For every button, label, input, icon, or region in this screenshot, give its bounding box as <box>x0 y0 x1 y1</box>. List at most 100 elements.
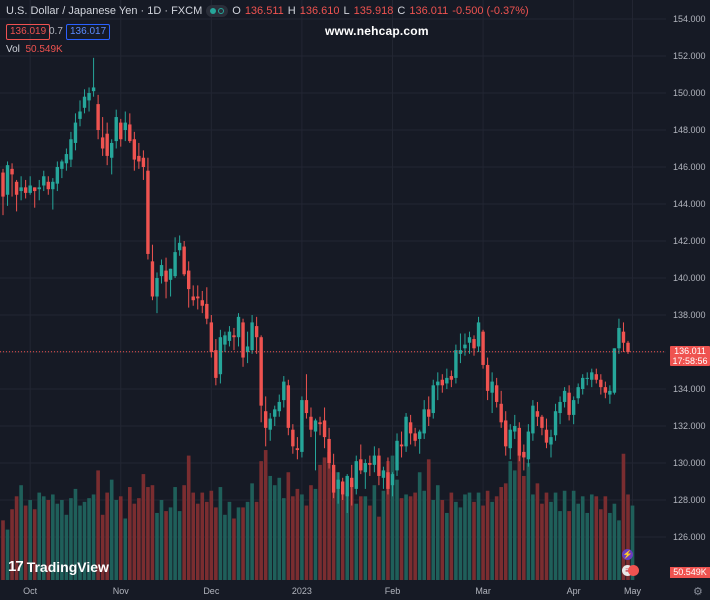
volume-bar <box>431 500 436 580</box>
candle-body <box>458 350 463 354</box>
volume-bar <box>377 516 381 580</box>
volume-bar <box>227 501 232 580</box>
gear-icon[interactable]: ⚙ <box>693 586 703 598</box>
x-tick-label: Mar <box>475 586 491 596</box>
candle-body <box>46 181 50 190</box>
candle <box>381 466 386 489</box>
candle <box>345 474 349 513</box>
volume-bar <box>621 453 626 580</box>
sell-price-button[interactable]: 136.019 <box>6 24 51 40</box>
tradingview-logo[interactable]: 17 TradingView <box>8 558 109 575</box>
candle <box>476 316 481 352</box>
candle-body <box>250 322 254 351</box>
candle-body <box>368 463 372 465</box>
y-tick-label: 130.000 <box>673 458 706 468</box>
volume-bar <box>499 487 503 580</box>
y-tick-label: 150.000 <box>673 88 706 98</box>
volume-bar <box>223 514 227 580</box>
lightning-icon[interactable]: ⚡ <box>622 549 633 560</box>
candle-body <box>340 481 345 495</box>
candle <box>340 477 345 500</box>
volume-bar <box>32 509 37 580</box>
candle-body <box>417 431 422 439</box>
volume-bar <box>28 500 32 580</box>
candle-body <box>617 327 621 349</box>
volume-bar <box>485 490 490 580</box>
candle <box>603 381 608 399</box>
volume-bar <box>168 507 173 580</box>
volume-bar <box>5 529 10 580</box>
candle <box>458 333 463 364</box>
candle <box>408 414 413 445</box>
candle-body <box>395 440 399 471</box>
candle-body <box>381 470 386 478</box>
candle-body <box>626 342 630 352</box>
candle-body <box>427 409 431 417</box>
volume-bar <box>594 496 599 580</box>
candle <box>5 161 10 206</box>
volume-bar <box>78 505 82 580</box>
candle-body <box>621 331 626 343</box>
buy-price-button[interactable]: 136.017 <box>66 24 111 40</box>
volume-bar <box>395 479 399 580</box>
candle-body <box>291 429 295 447</box>
candle-body <box>196 296 200 299</box>
candle <box>599 374 603 395</box>
candle-body <box>567 392 571 415</box>
candle <box>263 396 268 447</box>
market-status[interactable] <box>206 5 229 17</box>
candle <box>259 335 263 423</box>
volume-bar <box>467 492 472 580</box>
volume-bar <box>490 501 494 580</box>
candle-body <box>508 429 512 449</box>
volume-bar <box>336 472 340 580</box>
candle-body <box>526 431 531 460</box>
candle <box>549 429 553 458</box>
candle-body <box>64 154 69 164</box>
candle <box>417 429 422 454</box>
candle <box>87 87 91 112</box>
volume-bar <box>571 490 576 580</box>
candles <box>0 57 666 513</box>
volume-bar <box>603 496 608 580</box>
us-flag-icon[interactable]: ≡ <box>622 565 633 576</box>
volume-bar <box>1 520 5 580</box>
candle-body <box>372 455 377 465</box>
candle-body <box>42 176 46 186</box>
candle <box>313 418 318 471</box>
candle <box>445 368 449 389</box>
candle-body <box>137 155 141 162</box>
candle <box>350 464 354 506</box>
candle-body <box>82 96 87 108</box>
volume-bar <box>445 512 449 580</box>
y-tick-label: 126.000 <box>673 532 706 542</box>
event-marker-icon[interactable] <box>628 565 639 576</box>
candle-body <box>109 142 114 158</box>
candle <box>273 405 277 426</box>
candle <box>141 150 146 180</box>
candle <box>608 385 612 404</box>
candle-body <box>91 87 96 92</box>
last-price-label[interactable]: 136.011 17:58:56 <box>670 345 710 366</box>
candle <box>78 100 82 127</box>
candle-body <box>309 416 313 430</box>
candle-body <box>300 400 304 452</box>
candle <box>490 372 494 414</box>
candle-body <box>232 335 236 338</box>
volume-bar <box>254 501 259 580</box>
status-ring-icon <box>218 8 225 14</box>
volume-bar <box>146 487 150 580</box>
volume-legend[interactable]: Vol 50.549K <box>6 44 63 55</box>
candle-body <box>463 344 467 349</box>
candle-body <box>318 422 322 425</box>
candle-body <box>268 418 272 430</box>
candle <box>254 316 259 354</box>
candle <box>51 178 55 210</box>
y-tick-label: 142.000 <box>673 236 706 246</box>
candle-body <box>105 133 109 156</box>
symbol-title[interactable]: U.S. Dollar / Japanese Yen · 1D · FXCM <box>6 5 203 17</box>
candle-body <box>359 459 363 471</box>
candle-body <box>14 181 19 195</box>
